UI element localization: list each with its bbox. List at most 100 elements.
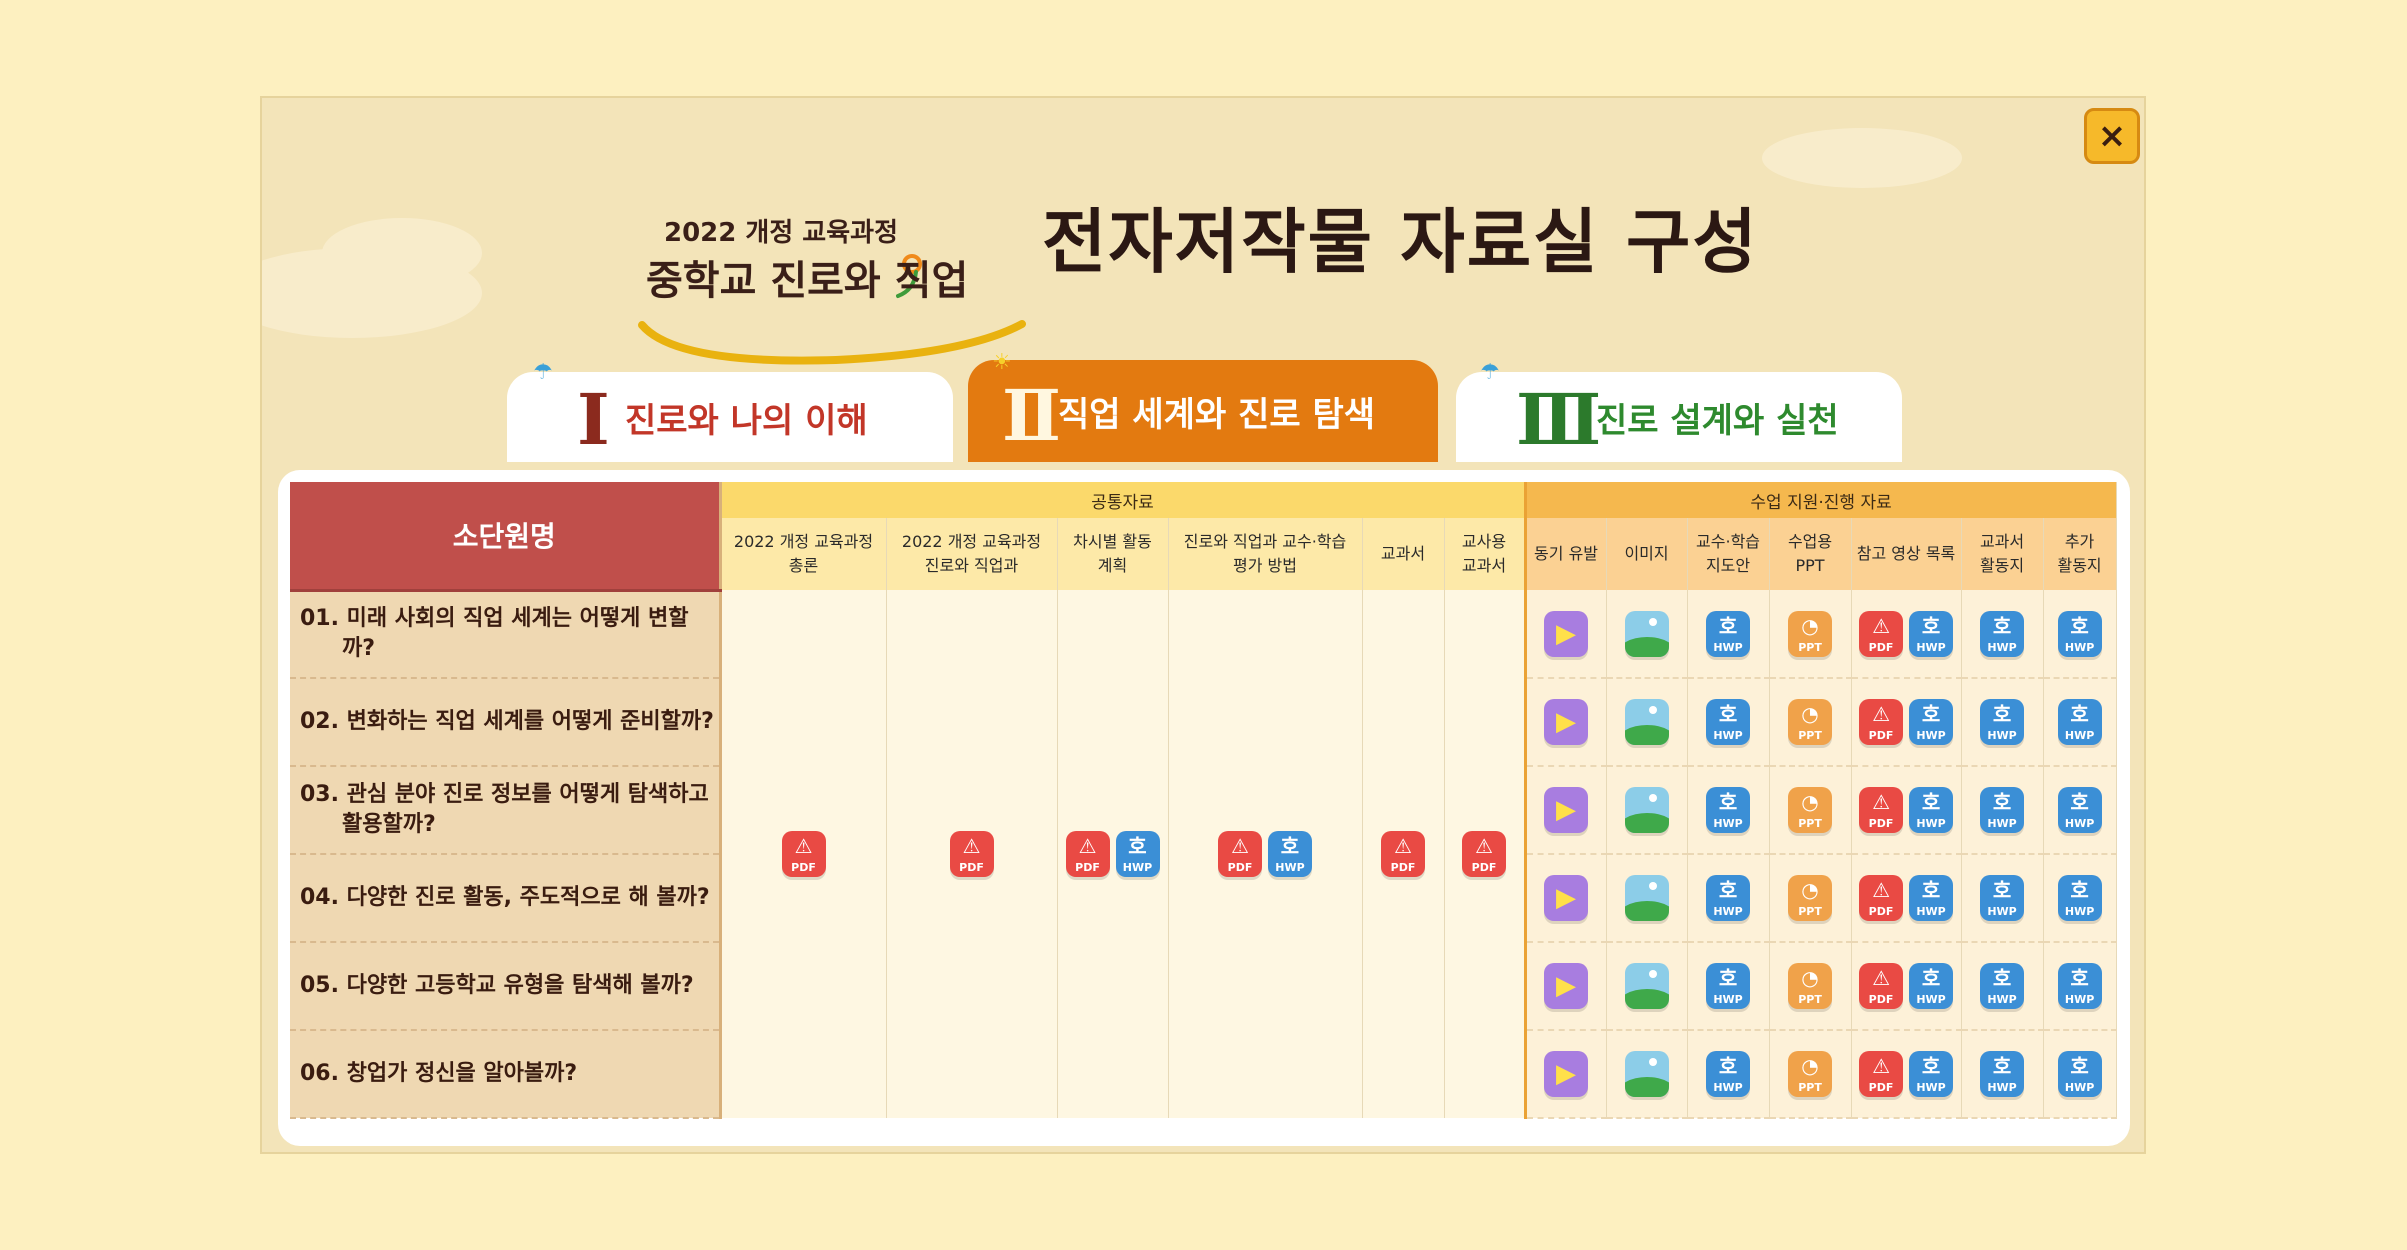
pdf-file-icon[interactable]: ⚠ PDF <box>1859 1051 1904 1097</box>
file-type-label[interactable]: PPT <box>1798 993 1822 1006</box>
hwp-file-icon[interactable]: 호 HWP <box>1909 699 1954 745</box>
ppt-file-icon[interactable]: ◔ PPT <box>1788 610 1833 657</box>
file-type-label[interactable]: HWP <box>1713 729 1743 742</box>
file-type-label[interactable]: HWP <box>1713 905 1743 918</box>
file-type-label[interactable]: HWP <box>1713 993 1743 1006</box>
unit-name-cell[interactable]: 05. 다양한 고등학교 유형을 탐색해 볼까? <box>290 942 722 1031</box>
file-type-label[interactable]: HWP <box>1122 861 1153 874</box>
ppt-file-icon[interactable]: ◔ PPT <box>1788 1051 1833 1097</box>
ppt-file-icon[interactable]: ◔ PPT <box>1788 875 1833 921</box>
pdf-file-icon[interactable]: ⚠ PDF <box>1381 831 1425 877</box>
hwp-file-icon[interactable]: 호 HWP <box>1706 787 1751 833</box>
image-icon[interactable] <box>1624 610 1669 657</box>
file-type-label[interactable]: PPT <box>1798 729 1822 742</box>
file-type-label[interactable]: PPT <box>1798 817 1822 830</box>
file-type-label[interactable]: PDF <box>1075 861 1100 874</box>
pdf-file-icon[interactable]: ⚠ PDF <box>1859 787 1904 833</box>
file-type-label[interactable]: PDF <box>959 861 984 874</box>
file-type-label[interactable]: PDF <box>1471 861 1497 874</box>
unit-name-label[interactable]: 02. 변화하는 직업 세계를 어떻게 준비할까? <box>300 709 714 734</box>
file-type-label[interactable]: HWP <box>1987 729 2017 742</box>
image-icon[interactable] <box>1624 787 1669 833</box>
hwp-file-icon[interactable]: 호 HWP <box>2057 1051 2102 1097</box>
video-play-icon[interactable]: ▶ <box>1544 787 1589 833</box>
file-type-label[interactable]: PPT <box>1798 1081 1822 1094</box>
file-type-label[interactable]: HWP <box>1916 817 1946 830</box>
image-icon[interactable] <box>1624 875 1669 921</box>
unit-name-cell[interactable]: 03. 관심 분야 진로 정보를 어떻게 탐색하고 활용할까? <box>290 766 722 855</box>
file-type-label[interactable]: PDF <box>1868 729 1894 742</box>
file-type-label[interactable]: PDF <box>1868 640 1894 654</box>
image-icon[interactable] <box>1624 963 1669 1009</box>
video-play-icon[interactable]: ▶ <box>1544 963 1589 1009</box>
file-type-label[interactable]: HWP <box>1987 905 2017 918</box>
video-play-icon[interactable]: ▶ <box>1544 1051 1589 1097</box>
ppt-file-icon[interactable]: ◔ PPT <box>1788 787 1833 833</box>
file-type-label[interactable]: HWP <box>1713 817 1743 830</box>
file-type-label[interactable]: PDF <box>1390 861 1416 874</box>
hwp-file-icon[interactable]: 호 HWP <box>1706 610 1751 657</box>
tab-unit-3[interactable]: ☂ Ⅲ 진로 설계와 실천 <box>1456 360 1902 462</box>
hwp-file-icon[interactable]: 호 HWP <box>1706 875 1751 921</box>
hwp-file-icon[interactable]: 호 HWP <box>1980 610 2025 657</box>
close-button[interactable]: × <box>2084 108 2140 164</box>
file-type-label[interactable]: PPT <box>1798 905 1822 918</box>
video-play-icon[interactable]: ▶ <box>1544 610 1589 657</box>
hwp-file-icon[interactable]: 호 HWP <box>1706 1051 1751 1097</box>
unit-name-cell[interactable]: 01. 미래 사회의 직업 세계는 어떻게 변할까? <box>290 590 722 679</box>
pdf-file-icon[interactable]: ⚠ PDF <box>1859 963 1904 1009</box>
pdf-file-icon[interactable]: ⚠ PDF <box>1218 831 1262 877</box>
pdf-file-icon[interactable]: ⚠ PDF <box>1859 875 1904 921</box>
file-type-label[interactable]: HWP <box>1916 729 1946 742</box>
hwp-file-icon[interactable]: 호 HWP <box>1909 875 1954 921</box>
file-type-label[interactable]: PDF <box>791 861 816 874</box>
image-icon[interactable] <box>1624 1051 1669 1097</box>
hwp-file-icon[interactable]: 호 HWP <box>2057 699 2102 745</box>
video-play-icon[interactable]: ▶ <box>1544 875 1589 921</box>
file-type-label[interactable]: HWP <box>1987 993 2017 1006</box>
file-type-label[interactable]: HWP <box>1916 993 1946 1006</box>
file-type-label[interactable]: HWP <box>1713 640 1743 654</box>
file-type-label[interactable]: PDF <box>1868 817 1894 830</box>
hwp-file-icon[interactable]: 호 HWP <box>1980 875 2025 921</box>
file-type-label[interactable]: HWP <box>1916 905 1946 918</box>
hwp-file-icon[interactable]: 호 HWP <box>1980 787 2025 833</box>
tab-unit-1[interactable]: ☂ Ⅰ 진로와 나의 이해 <box>507 360 953 462</box>
file-type-label[interactable]: HWP <box>2064 993 2095 1006</box>
file-type-label[interactable]: PDF <box>1868 993 1894 1006</box>
hwp-file-icon[interactable]: 호 HWP <box>2057 610 2102 657</box>
unit-name-label[interactable]: 03. 관심 분야 진로 정보를 어떻게 탐색하고 활용할까? <box>300 782 709 837</box>
unit-name-cell[interactable]: 04. 다양한 진로 활동, 주도적으로 해 볼까? <box>290 854 722 943</box>
file-type-label[interactable]: HWP <box>2064 817 2095 830</box>
hwp-file-icon[interactable]: 호 HWP <box>1909 1051 1954 1097</box>
file-type-label[interactable]: HWP <box>2064 640 2095 654</box>
hwp-file-icon[interactable]: 호 HWP <box>1980 1051 2025 1097</box>
hwp-file-icon[interactable]: 호 HWP <box>1706 699 1751 745</box>
unit-name-label[interactable]: 05. 다양한 고등학교 유형을 탐색해 볼까? <box>300 973 694 998</box>
hwp-file-icon[interactable]: 호 HWP <box>2057 963 2102 1009</box>
ppt-file-icon[interactable]: ◔ PPT <box>1788 699 1833 745</box>
file-type-label[interactable]: HWP <box>1713 1081 1743 1094</box>
hwp-file-icon[interactable]: 호 HWP <box>1115 831 1160 877</box>
pdf-file-icon[interactable]: ⚠ PDF <box>781 831 826 877</box>
file-type-label[interactable]: HWP <box>1275 861 1305 874</box>
file-type-label[interactable]: HWP <box>2064 1081 2095 1094</box>
file-type-label[interactable]: PDF <box>1868 1081 1894 1094</box>
hwp-file-icon[interactable]: 호 HWP <box>1268 831 1312 877</box>
video-play-icon[interactable]: ▶ <box>1544 699 1589 745</box>
file-type-label[interactable]: PDF <box>1227 861 1253 874</box>
pdf-file-icon[interactable]: ⚠ PDF <box>1065 831 1110 877</box>
file-type-label[interactable]: HWP <box>1987 817 2017 830</box>
unit-name-label[interactable]: 01. 미래 사회의 직업 세계는 어떻게 변할까? <box>300 606 689 662</box>
hwp-file-icon[interactable]: 호 HWP <box>1706 963 1751 1009</box>
file-type-label[interactable]: HWP <box>1916 640 1946 654</box>
unit-name-cell[interactable]: 02. 변화하는 직업 세계를 어떻게 준비할까? <box>290 678 722 767</box>
image-icon[interactable] <box>1624 699 1669 745</box>
unit-name-label[interactable]: 06. 창업가 정신을 알아볼까? <box>300 1061 578 1086</box>
hwp-file-icon[interactable]: 호 HWP <box>1909 963 1954 1009</box>
hwp-file-icon[interactable]: 호 HWP <box>1909 610 1954 657</box>
file-type-label[interactable]: HWP <box>1987 640 2017 654</box>
file-type-label[interactable]: PPT <box>1798 640 1822 654</box>
close-icon[interactable]: × <box>2097 116 2127 156</box>
file-type-label[interactable]: HWP <box>1916 1081 1946 1094</box>
